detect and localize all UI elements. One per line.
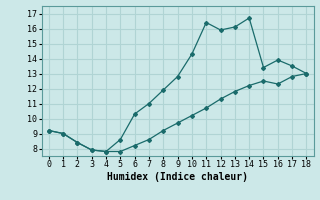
X-axis label: Humidex (Indice chaleur): Humidex (Indice chaleur) xyxy=(107,172,248,182)
